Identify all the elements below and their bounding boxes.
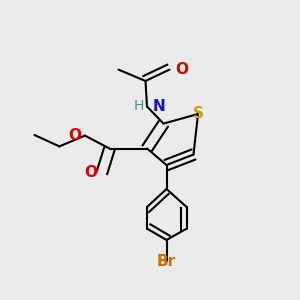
Text: O: O [85, 165, 98, 180]
Text: N: N [152, 99, 165, 114]
Text: Br: Br [157, 254, 176, 268]
Text: O: O [68, 128, 81, 143]
Text: S: S [193, 106, 203, 122]
Text: H: H [134, 100, 144, 113]
Text: O: O [175, 62, 188, 77]
